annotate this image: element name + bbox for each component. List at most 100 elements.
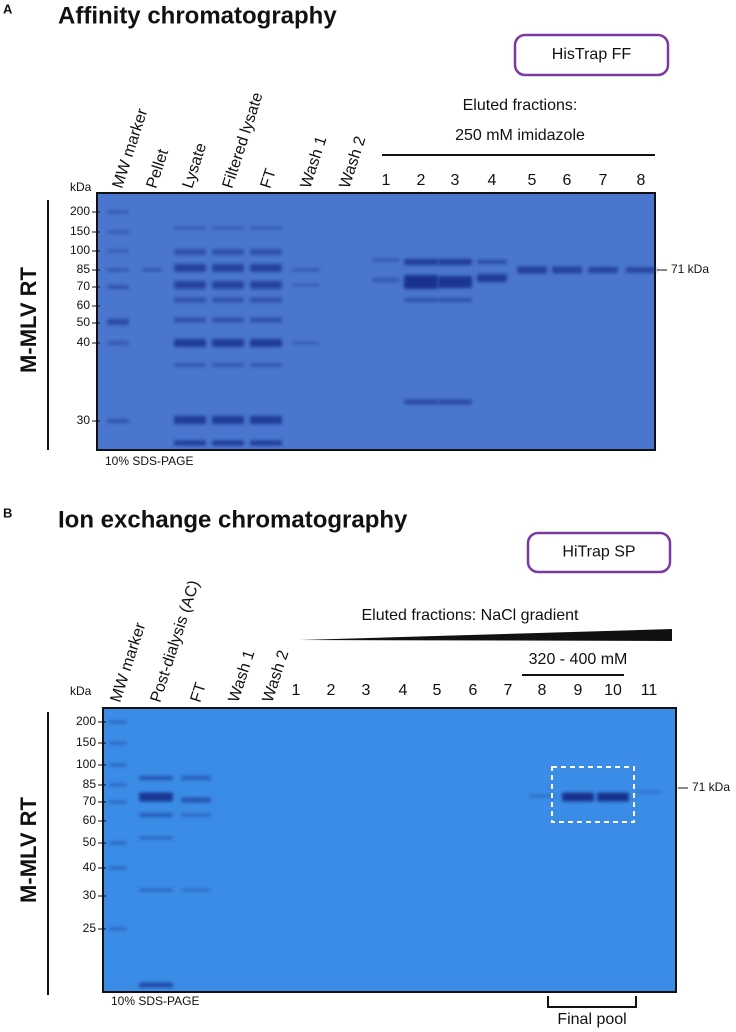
marker-label: 40 — [77, 335, 91, 349]
gel-band — [212, 281, 244, 289]
marker-label: 85 — [83, 777, 97, 791]
gel-band — [109, 927, 127, 931]
gel-band — [404, 275, 438, 289]
lane-label: Wash 2 — [337, 134, 370, 190]
kda-label: kDa — [70, 684, 92, 698]
fraction-number: 7 — [504, 682, 513, 699]
fraction-number: 9 — [574, 682, 583, 699]
gel-band — [588, 267, 618, 273]
gel-band — [109, 741, 127, 745]
marker-label: 70 — [83, 794, 97, 808]
marker-label: 85 — [77, 262, 91, 276]
gel-band — [250, 416, 282, 424]
gel-band — [292, 268, 320, 272]
gel-band — [477, 260, 507, 264]
gel-band — [372, 278, 400, 282]
marker-label: 50 — [83, 835, 97, 849]
marker-label: 150 — [70, 224, 90, 238]
gel-band — [552, 266, 582, 274]
gel-band — [404, 399, 438, 405]
gel-band — [174, 226, 206, 230]
gel-band — [626, 267, 656, 273]
panel-letter: A — [3, 1, 13, 16]
gel-band — [212, 226, 244, 230]
fraction-number: 10 — [604, 682, 622, 699]
fraction-number: 8 — [538, 682, 547, 699]
gel-band — [174, 317, 206, 323]
gel-band — [562, 792, 594, 802]
gel-band — [139, 982, 173, 988]
lane-label: Filtered lysate — [220, 90, 267, 190]
gel-band — [107, 341, 129, 345]
gel-band — [139, 792, 173, 802]
column-name: HiTrap SP — [562, 544, 635, 561]
gel-band — [250, 264, 282, 272]
lane-label: MW marker — [108, 620, 150, 705]
gel-band — [174, 297, 206, 303]
fraction-number: 4 — [488, 172, 497, 189]
gel-band — [529, 794, 555, 798]
gel-band — [292, 283, 320, 287]
gel-band — [212, 264, 244, 272]
gel — [102, 707, 677, 993]
eluted-label: Eluted fractions: NaCl gradient — [362, 607, 580, 624]
lane-label: Wash 1 — [298, 134, 331, 190]
lane-label: Wash 2 — [260, 648, 293, 704]
gel-band — [181, 797, 211, 803]
gel-band — [212, 317, 244, 323]
gel-band — [438, 298, 472, 302]
marker-label: 60 — [83, 813, 97, 827]
marker-label: 25 — [83, 921, 97, 935]
column-box — [526, 531, 672, 574]
fraction-number: 5 — [433, 682, 442, 699]
gel-band — [250, 363, 282, 367]
lane-label: Pellet — [144, 147, 173, 191]
fraction-number: 7 — [599, 172, 608, 189]
marker-label: 150 — [76, 735, 96, 749]
gel-band — [107, 285, 129, 289]
marker-label: 60 — [77, 298, 91, 312]
gel-band — [438, 259, 472, 265]
marker-label: 40 — [83, 860, 97, 874]
gel-band — [107, 249, 129, 253]
column-box — [513, 33, 670, 77]
marker-label: 50 — [77, 315, 91, 329]
gel-band — [107, 319, 129, 325]
lane-label: FT — [258, 166, 280, 190]
fraction-number: 6 — [469, 682, 478, 699]
gel-band — [107, 268, 129, 272]
gel-band — [107, 230, 129, 234]
fraction-number: 3 — [451, 172, 460, 189]
gel-band — [212, 297, 244, 303]
fraction-number: 1 — [292, 682, 301, 699]
lane-label: Wash 1 — [226, 648, 259, 704]
gel-band — [109, 841, 127, 845]
panel-title: Ion exchange chromatography — [58, 506, 408, 533]
marker-label: 200 — [70, 204, 90, 218]
panel-title: Affinity chromatography — [58, 2, 337, 29]
fraction-number: 1 — [382, 172, 391, 189]
gel-band — [212, 249, 244, 255]
marker-label: 200 — [76, 714, 96, 728]
gel-band — [517, 266, 547, 274]
band-label: 71 kDa — [692, 780, 730, 794]
lane-label: FT — [188, 680, 210, 704]
gel-label: 10% SDS-PAGE — [111, 994, 199, 1008]
fraction-number: 2 — [327, 682, 336, 699]
fraction-number: 3 — [362, 682, 371, 699]
fraction-number: 2 — [417, 172, 426, 189]
gel-band — [181, 888, 211, 892]
marker-label: 70 — [77, 279, 91, 293]
gel-band — [404, 259, 438, 265]
gel-band — [139, 813, 173, 817]
gel-band — [174, 281, 206, 289]
gel-band — [372, 258, 400, 262]
gel-band — [181, 776, 211, 780]
gel — [96, 192, 656, 451]
gel-band — [174, 264, 206, 272]
gel-label: 10% SDS-PAGE — [105, 454, 193, 468]
gel-band — [250, 317, 282, 323]
pool-label: Final pool — [557, 1011, 626, 1028]
gel-band — [139, 776, 173, 780]
